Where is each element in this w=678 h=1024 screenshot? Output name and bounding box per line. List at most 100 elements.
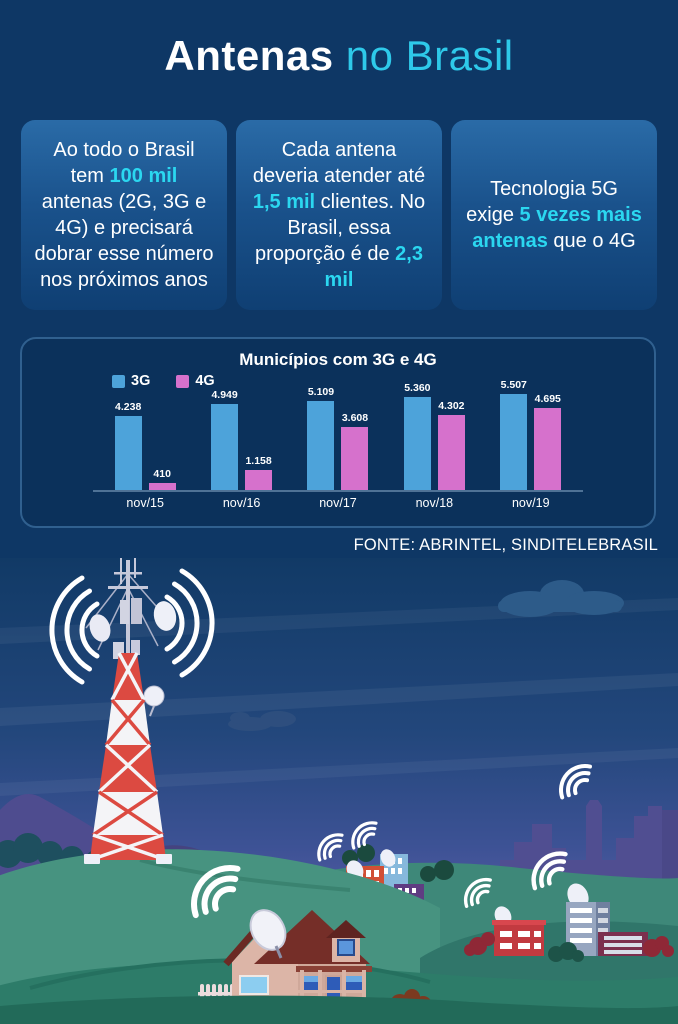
bar-value-label: 5.507 bbox=[500, 379, 527, 391]
bar-value-label: 5.360 bbox=[404, 382, 431, 394]
communication-tower bbox=[49, 558, 215, 864]
card-text: que o 4G bbox=[547, 230, 636, 252]
card-text: Ao todo o Brasil tem bbox=[53, 139, 195, 187]
bottom-strip bbox=[0, 995, 678, 1024]
tower-lattice bbox=[84, 652, 172, 864]
tower-dish-mid bbox=[143, 685, 165, 707]
bar-group-nov-19: 5.507 4.695 nov/19 bbox=[483, 339, 579, 510]
bar-4g-nov-15 bbox=[148, 483, 176, 490]
card-text: Cada antena deveria atender até bbox=[252, 139, 426, 187]
building-maroon-windows bbox=[604, 936, 642, 954]
bar-value-label: 5.109 bbox=[307, 386, 335, 398]
bar-value-label: 3.608 bbox=[341, 412, 369, 424]
bar-value-label: 4.949 bbox=[211, 389, 238, 401]
chart-axis-line bbox=[93, 490, 583, 492]
house-window-left bbox=[239, 975, 269, 995]
bar-value-label: 4.695 bbox=[534, 393, 561, 405]
bar-column: 3.608 bbox=[341, 412, 369, 490]
info-card-text: Tecnologia 5G exige 5 vezes mais antenas… bbox=[464, 176, 644, 254]
bar-group-nov-17: 5.109 3.608 nov/17 bbox=[290, 339, 386, 510]
skyline-tower bbox=[662, 810, 678, 893]
porch-columns bbox=[298, 970, 366, 1010]
bar-value-label: 1.158 bbox=[245, 455, 272, 467]
building-red-right bbox=[494, 922, 544, 956]
bar-3g-nov-18 bbox=[403, 397, 431, 490]
bar-4g-nov-19 bbox=[534, 408, 562, 490]
bushes-red bbox=[464, 932, 674, 957]
building-red-right-windows bbox=[500, 931, 541, 949]
info-card-text: Ao todo o Brasil tem 100 mil antenas (2G… bbox=[34, 137, 214, 293]
card-text: clientes. No Brasil, essa proporção é de bbox=[255, 191, 426, 265]
city-buildings-right bbox=[457, 845, 674, 962]
bar-value-label: 410 bbox=[153, 468, 171, 480]
bar-value-label: 4.238 bbox=[115, 401, 142, 413]
chart-title: Municípios com 3G e 4G bbox=[239, 350, 437, 369]
x-axis-label: nov/19 bbox=[511, 496, 550, 510]
x-axis-label: nov/16 bbox=[222, 496, 261, 510]
legend-label: 3G bbox=[131, 373, 151, 389]
chart-groups: 4.238 410 nov/15 4.949 1.158 nov/16 5.109 3.608… bbox=[97, 339, 579, 510]
bar-column: 4.695 bbox=[534, 393, 562, 490]
card-highlight-text: 100 mil bbox=[109, 165, 178, 187]
info-card-5g: Tecnologia 5G exige 5 vezes mais antenas… bbox=[451, 120, 657, 310]
bar-3g-nov-15 bbox=[114, 416, 142, 490]
tower-guy-wires bbox=[85, 573, 171, 651]
illustration-scene bbox=[0, 558, 678, 1024]
info-cards: Ao todo o Brasil tem 100 mil antenas (2G… bbox=[21, 120, 657, 310]
card-highlight-text: 2,3 mil bbox=[324, 243, 423, 291]
chart-plot: 4.238 410 nov/15 4.949 1.158 nov/16 5.109 3.608… bbox=[93, 339, 583, 526]
bushes-green bbox=[548, 942, 584, 962]
bar-column: 4.949 bbox=[211, 389, 239, 490]
bar-column: 5.360 bbox=[403, 382, 431, 490]
trees-mid bbox=[342, 844, 454, 882]
info-card-text: Cada antena deveria atender até 1,5 mil … bbox=[249, 137, 429, 293]
bar-4g-nov-16 bbox=[245, 470, 273, 490]
legend-swatch-4g bbox=[176, 374, 190, 388]
bar-column: 4.238 bbox=[114, 401, 142, 490]
bar-3g-nov-16 bbox=[211, 404, 239, 490]
bar-column: 5.109 bbox=[307, 386, 335, 490]
cloud-small bbox=[228, 711, 296, 731]
bar-3g-nov-19 bbox=[500, 394, 528, 490]
source-note: FONTE: ABRINTEL, SINDITELEBRASIL bbox=[353, 536, 658, 554]
legend-item-3g: 3G bbox=[112, 373, 150, 389]
bar-4g-nov-17 bbox=[341, 427, 369, 490]
bar-value-label: 4.302 bbox=[438, 400, 465, 412]
info-card-clients-per-antenna: Cada antena deveria atender até 1,5 mil … bbox=[236, 120, 442, 310]
bar-column: 1.158 bbox=[245, 455, 273, 490]
legend-label: 4G bbox=[195, 373, 215, 389]
tower-panels bbox=[113, 598, 142, 659]
card-text: Tecnologia 5G exige bbox=[466, 178, 618, 226]
building-gray-windows bbox=[570, 908, 608, 943]
x-axis-label: nov/15 bbox=[126, 496, 164, 510]
legend-item-4g: 4G bbox=[176, 373, 215, 389]
legend-swatch-3g bbox=[112, 374, 125, 388]
chart-panel: Municípios com 3G e 4G 3G 4G 4.238 410 nov/… bbox=[20, 337, 656, 528]
x-axis-label: nov/18 bbox=[415, 496, 454, 510]
x-axis-label: nov/17 bbox=[319, 496, 357, 510]
card-highlight-text: 1,5 mil bbox=[252, 191, 316, 213]
bar-column: 5.507 bbox=[500, 379, 528, 490]
satellite-dish-mid-2 bbox=[380, 849, 396, 867]
bar-column: 4.302 bbox=[437, 400, 465, 490]
bar-group-nov-16: 4.949 1.158 nov/16 bbox=[193, 339, 289, 510]
info-card-total-antennas: Ao todo o Brasil tem 100 mil antenas (2G… bbox=[21, 120, 227, 310]
chart-legend: 3G 4G bbox=[112, 373, 215, 389]
page-title-bold: Antenas bbox=[164, 32, 334, 79]
city-skyline bbox=[500, 800, 662, 893]
bar-group-nov-15: 4.238 410 nov/15 bbox=[97, 339, 193, 510]
bar-3g-nov-17 bbox=[307, 401, 335, 490]
cloud-right bbox=[498, 580, 624, 617]
card-highlight-text: 5 vezes mais antenas bbox=[472, 204, 642, 252]
signal-waves-tower bbox=[49, 568, 215, 685]
hill-trail bbox=[139, 858, 351, 892]
bar-column: 410 bbox=[148, 468, 176, 490]
bar-group-nov-18: 5.360 4.302 nov/18 bbox=[386, 339, 482, 510]
page-title-light: no Brasil bbox=[333, 32, 514, 79]
dormer-window bbox=[337, 939, 355, 956]
bar-4g-nov-18 bbox=[437, 415, 465, 490]
page-title: Antenas no Brasil bbox=[0, 32, 678, 80]
tower-dish-right bbox=[153, 601, 177, 631]
tower-dish-left bbox=[89, 614, 111, 642]
